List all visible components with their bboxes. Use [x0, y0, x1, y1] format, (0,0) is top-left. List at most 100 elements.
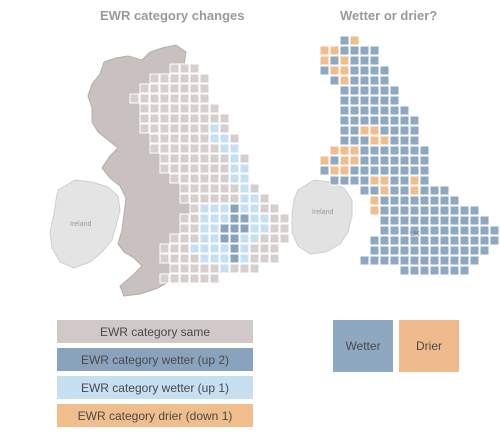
wetter-tile [399, 235, 410, 246]
wetter-up1-tile [239, 233, 250, 244]
wetter-tile [439, 195, 450, 206]
same-tile [169, 163, 180, 174]
drier-tile [409, 175, 420, 186]
wetter-tile [379, 95, 390, 106]
wetter-tile [399, 255, 410, 266]
wetter-up1-tile [219, 253, 230, 264]
wetter-tile [359, 75, 370, 86]
wetter-tile [379, 65, 390, 76]
same-tile [169, 153, 180, 164]
wetter-tile [399, 265, 410, 276]
wetter-tile [429, 215, 440, 226]
drier-tile [409, 185, 420, 196]
wetter-tile [389, 245, 400, 256]
wetter-tile [419, 245, 430, 256]
same-tile [139, 123, 150, 134]
wetter-tile [419, 175, 430, 186]
same-tile [189, 233, 200, 244]
same-tile [169, 263, 180, 274]
wetter-tile [379, 205, 390, 216]
same-tile [219, 163, 230, 174]
wetter-tile [399, 105, 410, 116]
wetter-tile [389, 185, 400, 196]
wetter-tile [449, 215, 460, 226]
wetter-up1-tile [199, 243, 210, 254]
wetter-tile [329, 55, 340, 66]
wetter-tile [359, 135, 370, 146]
wetter-tile [339, 105, 350, 116]
wetter-tile [449, 235, 460, 246]
same-tile [249, 243, 260, 254]
drier-tile [339, 55, 350, 66]
same-tile [189, 73, 200, 84]
same-tile [179, 273, 190, 284]
wetter-tile [399, 245, 410, 256]
same-tile [189, 263, 200, 274]
drier-tile [349, 35, 360, 46]
same-tile [189, 183, 200, 194]
wetter-tile [449, 245, 460, 256]
same-tile [199, 193, 210, 204]
wetter-tile [449, 195, 460, 206]
wetter-up1-tile [239, 163, 250, 174]
wetter-up1-tile [209, 233, 220, 244]
same-tile [139, 103, 150, 114]
wetter-tile [459, 215, 470, 226]
same-tile [189, 143, 200, 154]
same-tile [159, 143, 170, 154]
wetter-tile [399, 145, 410, 156]
wetter-tile [439, 245, 450, 256]
wetter-tile [409, 165, 420, 176]
wetter-tile [409, 225, 420, 236]
same-tile [179, 193, 190, 204]
wetter-up1-tile [249, 203, 260, 214]
wetter-tile [329, 175, 340, 186]
wetter-tile [409, 245, 420, 256]
same-tile [139, 83, 150, 94]
wetter-tile [389, 135, 400, 146]
wetter-tile [359, 185, 370, 196]
wetter-tile [369, 155, 380, 166]
drier-tile [339, 145, 350, 156]
same-tile [179, 243, 190, 254]
wetter-tile [369, 145, 380, 156]
wetter-tile [429, 255, 440, 266]
wetter-up1-tile [239, 203, 250, 214]
wetter-tile [459, 255, 470, 266]
wetter-tile [369, 115, 380, 126]
drier-tile [339, 165, 350, 176]
drier-tile [319, 45, 330, 56]
same-tile [219, 123, 230, 134]
same-tile [199, 93, 210, 104]
same-tile [219, 153, 230, 164]
wetter-up2-tile [229, 213, 240, 224]
same-tile [219, 193, 230, 204]
wetter-tile [359, 175, 370, 186]
wetter-up1-tile [219, 213, 230, 224]
wetter-tile [339, 115, 350, 126]
same-tile [189, 193, 200, 204]
wetter-tile [359, 105, 370, 116]
same-tile [189, 203, 200, 214]
same-tile [179, 83, 190, 94]
wetter-tile [399, 215, 410, 226]
same-tile [159, 133, 170, 144]
wetter-tile [369, 85, 380, 96]
wetter-up1-tile [199, 203, 210, 214]
wetter-tile [459, 235, 470, 246]
left-grid-overlay [129, 63, 290, 284]
wetter-up1-tile [239, 173, 250, 184]
wetter-tile [339, 135, 350, 146]
wetter-tile [449, 255, 460, 266]
wetter-tile [389, 165, 400, 176]
wetter-tile [369, 105, 380, 116]
wetter-tile [389, 145, 400, 156]
same-tile [189, 173, 200, 184]
drier-tile [359, 125, 370, 136]
wetter-tile [379, 75, 390, 86]
wetter-tile [469, 235, 480, 246]
wetter-tile [389, 105, 400, 116]
wetter-tile [339, 175, 350, 186]
wetter-tile [419, 165, 430, 176]
